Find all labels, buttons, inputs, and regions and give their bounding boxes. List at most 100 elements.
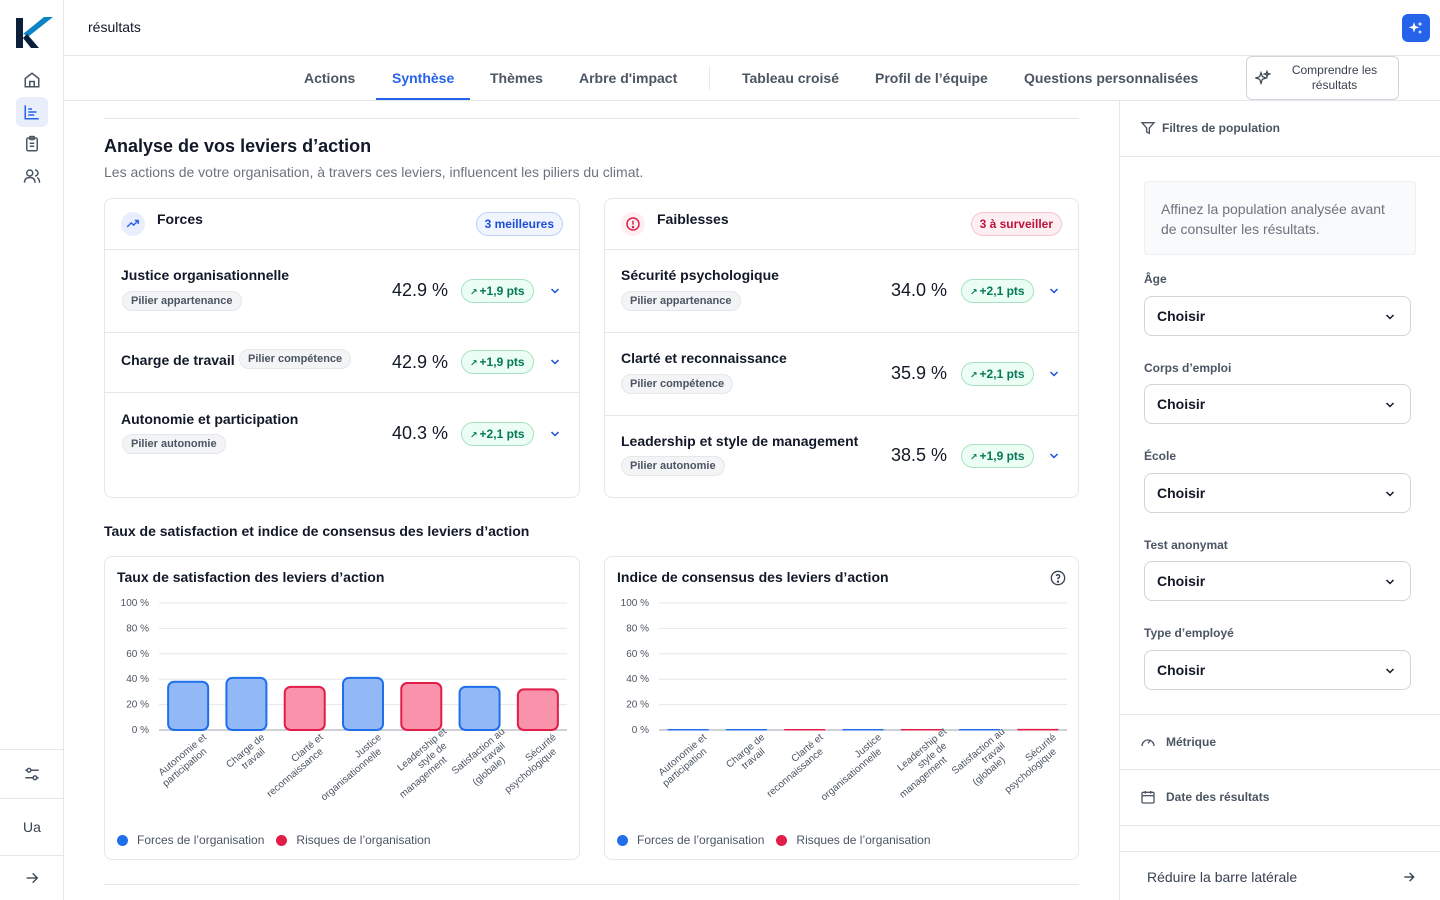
faiblesses-row[interactable]: Leadership et style de management Pilier… [605, 416, 1078, 497]
bar[interactable] [400, 682, 443, 732]
chevron-down-icon [1385, 314, 1395, 320]
delta-badge: ↗ +1,9 pts [961, 444, 1034, 468]
filters-title: Filtres de population [1162, 121, 1281, 135]
lever-name: Sécurité psychologique [621, 267, 779, 283]
x-tick-label: Justiceorganisationnelle [812, 732, 891, 804]
bar[interactable] [283, 685, 326, 731]
forces-title: Forces [157, 211, 203, 227]
y-tick-label: 60 % [626, 649, 649, 660]
bar[interactable] [1017, 728, 1059, 731]
forces-row[interactable]: Charge de travail Pilier compétence 42.9… [105, 333, 579, 393]
y-tick-label: 80 % [126, 623, 149, 634]
bar[interactable] [959, 729, 1001, 731]
x-tick-label: Leadership etstyle demanagement [383, 726, 463, 801]
pillar-tag: Pilier autonomie [621, 456, 725, 476]
lever-name: Charge de travail [121, 352, 235, 368]
users-icon [23, 169, 41, 183]
y-tick-label: 40 % [126, 674, 149, 685]
clipboard-icon [26, 135, 38, 152]
legend-forces: Forces de l’organisation [637, 833, 765, 847]
settings-nav-button[interactable] [16, 759, 48, 789]
chevron-down-icon[interactable] [1048, 450, 1060, 462]
tab-themes[interactable]: Thèmes [490, 70, 543, 86]
bar[interactable] [725, 729, 767, 731]
filter-icon [1140, 122, 1156, 135]
bar[interactable] [900, 729, 942, 731]
y-tick-label: 0 % [132, 725, 149, 736]
corps-emploi-select[interactable]: Choisir [1144, 384, 1411, 424]
home-nav-button[interactable] [16, 65, 48, 95]
y-tick-label: 20 % [126, 700, 149, 711]
bar[interactable] [342, 676, 384, 731]
lever-name: Clarté et reconnaissance [621, 350, 787, 366]
ecole-select[interactable]: Choisir [1144, 473, 1411, 513]
x-tick-label: Charge detravail [224, 732, 274, 779]
tab-profil-equipe[interactable]: Profil de l’équipe [875, 70, 988, 86]
bar[interactable] [516, 688, 559, 731]
y-tick-label: 100 % [621, 598, 649, 609]
bar[interactable] [167, 680, 210, 731]
tab-synthese[interactable]: Synthèse [392, 70, 455, 86]
lever-name: Leadership et style de management [621, 433, 859, 449]
chart-title: Taux de satisfaction des leviers d’actio… [117, 569, 385, 585]
comprendre-resultats-button[interactable]: Comprendre les résultats [1246, 56, 1399, 100]
y-tick-label: 80 % [626, 623, 649, 634]
bar[interactable] [667, 729, 709, 731]
lever-name: Justice organisationnelle [121, 267, 290, 283]
avatar[interactable]: Ua [23, 819, 41, 835]
delta-badge: ↗ +1,9 pts [461, 350, 534, 374]
surveys-nav-button[interactable] [16, 129, 48, 159]
legend-risques: Risques de l’organisation [796, 833, 931, 847]
forces-badge: 3 meilleures [475, 212, 563, 236]
bar[interactable] [784, 729, 826, 731]
chevron-down-icon[interactable] [1048, 285, 1060, 297]
faiblesses-card: Faiblesses 3 à surveiller Sécurité psych… [604, 198, 1079, 498]
type-employe-select[interactable]: Choisir [1144, 650, 1411, 690]
date-label: Date des résultats [1166, 790, 1270, 804]
chevron-down-icon[interactable] [549, 356, 561, 368]
faiblesses-row[interactable]: Sécurité psychologique Pilier appartenan… [605, 250, 1078, 333]
filters-sidebar: Filtres de population Affinez la populat… [1119, 101, 1440, 900]
chevron-down-icon[interactable] [549, 285, 561, 297]
results-nav-button[interactable] [16, 97, 48, 127]
help-icon[interactable] [1050, 570, 1066, 586]
reduce-sidebar-label: Réduire la barre latérale [1147, 869, 1298, 885]
metric-section[interactable]: Métrique [1120, 714, 1440, 770]
bar[interactable] [458, 685, 501, 731]
lever-percent: 35.9 % [891, 363, 948, 383]
faiblesses-row[interactable]: Clarté et reconnaissance Pilier compéten… [605, 333, 1078, 416]
bar[interactable] [842, 729, 884, 731]
main-content: Analyse de vos leviers d’action Les acti… [64, 101, 1119, 900]
gauge-icon [1141, 739, 1155, 747]
tab-actions[interactable]: Actions [304, 70, 356, 86]
chevron-down-icon[interactable] [549, 428, 561, 440]
alert-icon [621, 212, 645, 236]
pillar-tag: Pilier compétence [621, 374, 734, 394]
forces-row[interactable]: Justice organisationnelle Pilier apparte… [105, 250, 579, 333]
test-anonymat-select[interactable]: Choisir [1144, 561, 1411, 601]
metric-label: Métrique [1166, 735, 1217, 749]
ai-assistant-button[interactable] [1402, 14, 1430, 42]
date-section[interactable]: Date des résultats [1120, 770, 1440, 826]
forces-row[interactable]: Autonomie et participation Pilier autono… [105, 393, 579, 473]
comprendre-label: Comprendre les résultats [1291, 63, 1378, 92]
age-select[interactable]: Choisir [1144, 296, 1411, 336]
tab-questions-personnalisees[interactable]: Questions personnalisées [1024, 70, 1199, 86]
expand-rail-button[interactable] [16, 863, 48, 893]
bar[interactable] [225, 676, 268, 731]
x-tick-label: Charge detravail [724, 732, 774, 779]
y-tick-label: 100 % [121, 598, 149, 609]
tab-tableau-croise[interactable]: Tableau croisé [742, 70, 840, 86]
sliders-icon [25, 767, 39, 781]
calendar-icon [1141, 791, 1155, 804]
y-tick-label: 20 % [626, 700, 649, 711]
reduce-sidebar-button[interactable]: Réduire la barre latérale [1120, 851, 1440, 900]
filters-header[interactable]: Filtres de population [1120, 101, 1440, 157]
chevron-down-icon[interactable] [1048, 368, 1060, 380]
lever-name: Autonomie et participation [121, 411, 299, 427]
tab-arbre-impact[interactable]: Arbre d'impact [579, 70, 678, 86]
lever-percent: 40.3 % [392, 423, 449, 443]
users-nav-button[interactable] [16, 161, 48, 191]
x-tick-label: Clarté etreconnaissance [758, 732, 833, 800]
chart-legend: Forces de l’organisation Risques de l’or… [117, 833, 443, 847]
